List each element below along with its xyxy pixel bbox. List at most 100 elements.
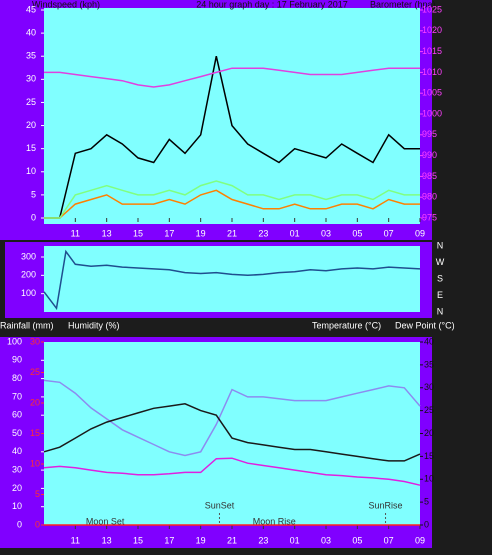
y-tick-label: 90: [12, 355, 22, 365]
chart-title: 24 hour graph day : 17 February 2017: [196, 0, 348, 9]
series-line: [44, 67, 420, 88]
x-tick-label: 03: [321, 535, 331, 545]
barometer-axis-label: Barometer (hpa): [370, 0, 436, 9]
y-tick-label: 80: [12, 373, 22, 383]
legend-label: Rainfall (mm): [0, 320, 54, 330]
y-tick-label: 200: [21, 270, 36, 280]
x-tick-label: 03: [321, 228, 331, 238]
series-line: [43, 249, 421, 311]
x-tick-label: 01: [290, 228, 300, 238]
y-tick-label: 10: [26, 166, 36, 176]
y-tick-label: 40: [12, 446, 22, 456]
x-tick-label: 11: [71, 535, 80, 545]
y3-tick-label: 5: [35, 489, 40, 499]
legend-label: Humidity (%): [68, 320, 120, 330]
x-tick-label: 07: [384, 228, 394, 238]
y-tick-label: 10: [12, 501, 22, 511]
x-tick-label: 09: [415, 535, 425, 545]
x-tick-label: 19: [196, 228, 206, 238]
x-tick-label: 07: [384, 535, 394, 545]
x-tick-label: 13: [102, 228, 112, 238]
series-line: [44, 189, 420, 219]
y2-tick-label: W: [436, 257, 445, 267]
series-line: [44, 180, 420, 219]
x-tick-label: 11: [71, 228, 80, 238]
series-line: [43, 457, 421, 486]
wind-plot: [44, 8, 420, 224]
climate-plot: [44, 342, 420, 525]
x-tick-label: 01: [290, 535, 300, 545]
y2-tick-label: 15: [424, 451, 434, 461]
y3-tick-label: 25: [30, 367, 40, 377]
x-tick-label: 21: [227, 228, 237, 238]
y2-tick-label: 1000: [422, 108, 442, 118]
x-tick-label: 21: [227, 535, 237, 545]
y2-tick-label: 35: [424, 359, 434, 369]
y-tick-label: 300: [21, 251, 36, 261]
y2-tick-label: N: [437, 306, 444, 316]
y-tick-label: 100: [21, 288, 36, 298]
y2-tick-label: 990: [422, 150, 437, 160]
y2-tick-label: N: [437, 240, 444, 250]
x-tick-label: 19: [196, 535, 206, 545]
y-tick-label: 70: [12, 391, 22, 401]
y2-tick-label: 40: [424, 336, 434, 346]
y2-tick-label: E: [437, 290, 443, 300]
series-line: [43, 379, 421, 457]
x-tick-label: 17: [164, 535, 174, 545]
y-tick-label: 45: [26, 4, 36, 14]
x-tick-label: 05: [352, 228, 362, 238]
x-tick-label: 05: [352, 535, 362, 545]
y3-tick-label: 20: [30, 397, 40, 407]
x-tick-label: 09: [415, 228, 425, 238]
y2-tick-label: 975: [422, 212, 437, 222]
y2-tick-label: 25: [424, 405, 434, 415]
direction-plot: [44, 246, 420, 312]
y2-tick-label: 5: [424, 497, 429, 507]
y-tick-label: 25: [26, 97, 36, 107]
y3-tick-label: 10: [30, 458, 40, 468]
y-tick-label: 40: [26, 27, 36, 37]
y-tick-label: 30: [12, 464, 22, 474]
wind-axis-label: Windspeed (kph): [32, 0, 100, 9]
y2-tick-label: 1015: [422, 46, 442, 56]
x-tick-label: 13: [102, 535, 112, 545]
annotation: SunRise: [369, 500, 403, 510]
y2-tick-label: S: [437, 273, 443, 283]
y3-tick-label: 0: [35, 519, 40, 529]
y-tick-label: 5: [31, 189, 36, 199]
y-tick-label: 100: [7, 336, 22, 346]
annotation: Moon Rise: [253, 516, 296, 526]
y-tick-label: 20: [26, 120, 36, 130]
legend-label: Dew Point (°C): [395, 320, 455, 330]
y-tick-label: 50: [12, 428, 22, 438]
x-tick-label: 23: [258, 535, 268, 545]
y-tick-label: 20: [12, 483, 22, 493]
annotation: Moon Set: [86, 516, 125, 526]
series-line: [44, 56, 420, 219]
y-tick-label: 0: [31, 212, 36, 222]
y2-tick-label: 30: [424, 382, 434, 392]
y2-tick-label: 980: [422, 192, 437, 202]
y3-tick-label: 30: [30, 336, 40, 346]
y-tick-label: 30: [26, 74, 36, 84]
y2-tick-label: 1020: [422, 25, 442, 35]
y-tick-label: 15: [26, 143, 36, 153]
y-tick-label: 35: [26, 51, 36, 61]
annotation: SunSet: [205, 500, 235, 510]
y2-tick-label: 1025: [422, 4, 442, 14]
y2-tick-label: 20: [424, 428, 434, 438]
y3-tick-label: 15: [30, 428, 40, 438]
y-tick-label: 60: [12, 410, 22, 420]
y2-tick-label: 0: [424, 519, 429, 529]
y2-tick-label: 985: [422, 171, 437, 181]
series-line: [43, 403, 421, 462]
x-tick-label: 15: [133, 228, 143, 238]
x-tick-label: 17: [164, 228, 174, 238]
y2-tick-label: 1010: [422, 67, 442, 77]
legend-label: Temperature (°C): [312, 320, 381, 330]
x-tick-label: 23: [258, 228, 268, 238]
y2-tick-label: 1005: [422, 88, 442, 98]
y-tick-label: 0: [17, 519, 22, 529]
